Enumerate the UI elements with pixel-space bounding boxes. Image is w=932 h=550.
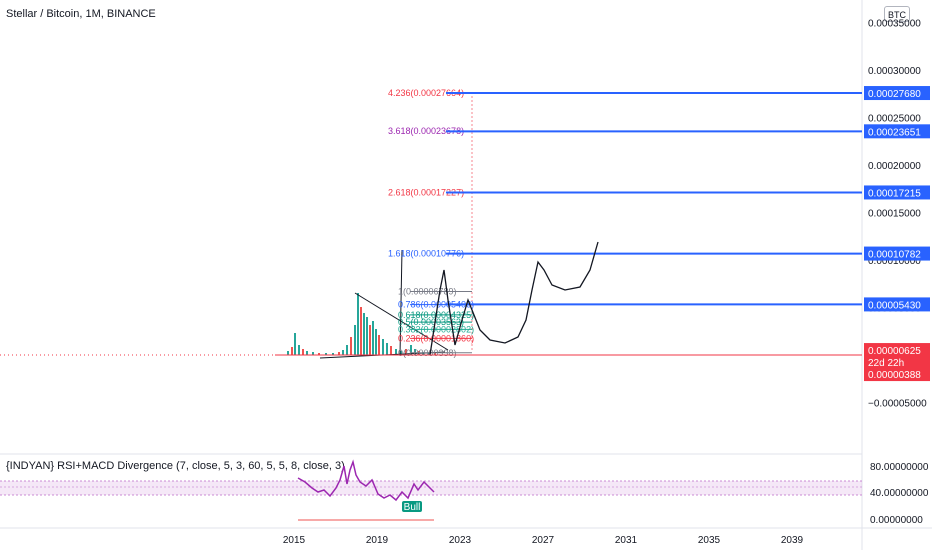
fib-level-label: 0.382(0.00002802)	[398, 324, 474, 334]
currency-button[interactable]: BTC	[884, 6, 910, 22]
fib-extension[interactable]: 4.236(0.00027664) 3.618(0.00023678) 2.618(…	[388, 88, 474, 358]
time-tick-label: 2031	[615, 535, 638, 546]
time-tick-label: 2019	[366, 535, 389, 546]
time-tick-label: 2035	[698, 535, 721, 546]
indicator-y-tick: 40.00000000	[870, 488, 929, 499]
price-candle	[395, 349, 397, 355]
price-candle	[363, 313, 365, 355]
trendline-vertical	[399, 249, 403, 356]
horizontal-line-price-tag	[864, 86, 930, 101]
price-candle	[325, 353, 327, 355]
time-tick-label: 2023	[449, 535, 472, 546]
fib-level-label: 4.236(0.00027664)	[388, 88, 464, 98]
current-price-tag	[864, 343, 930, 382]
fib-level-label: 0(0.00000338)	[398, 348, 457, 358]
bull-label: Bull	[404, 502, 421, 513]
price-candle	[378, 335, 380, 355]
bar-countdown-label: 22d 22h	[868, 358, 904, 369]
indicator-title: {INDYAN} RSI+MACD Divergence (7, close, …	[6, 460, 345, 472]
price-candle	[360, 307, 362, 355]
price-candle	[366, 317, 368, 355]
price-tick-label: 0.00030000	[868, 66, 921, 77]
fib-level-label: 3.618(0.00023678)	[388, 126, 464, 136]
fib-level-label: 0.786(0.00005408)	[398, 300, 474, 310]
price-tick-label: 0.00010000	[868, 256, 921, 267]
price-candle	[372, 321, 374, 355]
price-candle	[386, 343, 388, 355]
indicator-y-tick: 80.00000000	[870, 462, 929, 473]
price-candle	[400, 351, 402, 355]
price-candle	[375, 329, 377, 355]
horizontal-line-price-tag	[864, 246, 930, 261]
time-axis[interactable]: 2015 2019 2023 2027 2031 2035 2039	[283, 535, 804, 546]
price-tick-label: 0.00035000	[868, 19, 921, 30]
price-candle	[369, 325, 371, 355]
price-tick-label: 0.00015000	[868, 209, 921, 220]
price-tags[interactable]: 0.00027680 0.00023651 0.00017215 0.00010782…	[864, 86, 930, 382]
fib-level-label: 2.618(0.00017227)	[388, 187, 464, 197]
price-candle	[428, 353, 430, 355]
fib-level-label: 0.236(0.00001860)	[398, 333, 474, 343]
horizontal-line-price-label: 0.00023651	[868, 127, 921, 138]
price-candle	[318, 353, 320, 355]
price-candle	[346, 345, 348, 355]
time-tick-label: 2015	[283, 535, 306, 546]
price-candle	[434, 352, 436, 355]
time-tick-label: 2027	[532, 535, 555, 546]
price-candle	[414, 349, 416, 355]
price-candle	[306, 351, 308, 355]
fib-level-label: 0.5(0.00003563)	[398, 317, 464, 327]
indicator-y-tick: 0.00000000	[870, 515, 923, 526]
price-tick-label: −0.00005000	[868, 399, 927, 410]
price-candle	[405, 349, 407, 355]
horizontal-line-price-tag	[864, 124, 930, 139]
projection-drawing	[429, 241, 599, 356]
price-candle	[298, 345, 300, 355]
low-price-label: 0.00000388	[868, 370, 921, 381]
price-candle	[357, 293, 359, 355]
horizontal-line-price-label: 0.00017215	[868, 188, 921, 199]
time-tick-label: 2039	[781, 535, 804, 546]
chart-title: Stellar / Bitcoin, 1M, BINANCE	[6, 8, 156, 20]
price-candle	[294, 333, 296, 355]
horizontal-line-price-tag	[864, 297, 930, 312]
price-candle	[342, 350, 344, 355]
price-candle	[291, 347, 293, 355]
price-tick-label: 0.00020000	[868, 161, 921, 172]
current-price-label: 0.00000625	[868, 346, 921, 357]
horizontal-line-price-label: 0.00027680	[868, 89, 921, 100]
price-candle	[350, 337, 352, 355]
price-candle	[410, 345, 412, 355]
horizontal-line-price-label: 0.00010782	[868, 250, 921, 261]
price-candle	[354, 325, 356, 355]
horizontal-lines[interactable]	[446, 92, 862, 306]
horizontal-line-price-label: 0.00005430	[868, 300, 921, 311]
price-candle	[302, 349, 304, 355]
price-candle	[312, 352, 314, 355]
price-tick-label: 0.00025000	[868, 114, 921, 125]
horizontal-line-price-tag	[864, 185, 930, 200]
price-candle	[390, 346, 392, 355]
fib-level-label: 1(0.00006789)	[398, 287, 457, 297]
price-candle	[332, 353, 334, 355]
price-candle	[287, 351, 289, 355]
price-candle	[338, 352, 340, 355]
fib-level-label: 1.618(0.00010776)	[388, 249, 464, 259]
price-candle	[382, 339, 384, 355]
bull-badge	[402, 501, 422, 512]
rsi-line	[297, 459, 435, 502]
